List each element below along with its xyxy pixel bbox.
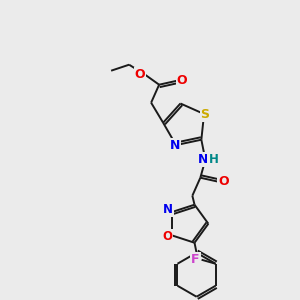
Text: N: N: [163, 203, 173, 217]
Text: S: S: [201, 107, 210, 121]
Text: O: O: [177, 74, 188, 87]
Text: O: O: [162, 230, 172, 243]
Text: N: N: [198, 153, 208, 166]
Text: H: H: [208, 153, 218, 166]
Text: F: F: [191, 253, 200, 266]
Text: O: O: [135, 68, 146, 81]
Text: N: N: [170, 139, 180, 152]
Text: O: O: [218, 175, 229, 188]
